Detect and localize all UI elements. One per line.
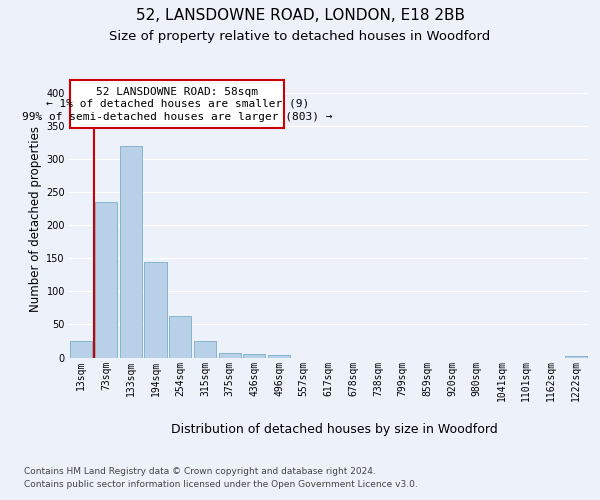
Text: ← 1% of detached houses are smaller (9): ← 1% of detached houses are smaller (9) — [46, 99, 309, 109]
Bar — [95, 202, 117, 358]
Bar — [194, 341, 216, 357]
Text: Contains HM Land Registry data © Crown copyright and database right 2024.: Contains HM Land Registry data © Crown c… — [24, 467, 376, 476]
Text: 52, LANSDOWNE ROAD, LONDON, E18 2BB: 52, LANSDOWNE ROAD, LONDON, E18 2BB — [136, 8, 464, 22]
Bar — [243, 354, 265, 358]
Bar — [169, 316, 191, 358]
Bar — [70, 341, 92, 357]
Text: Contains public sector information licensed under the Open Government Licence v3: Contains public sector information licen… — [24, 480, 418, 489]
Bar — [145, 262, 167, 358]
Bar — [565, 356, 587, 358]
Text: 52 LANSDOWNE ROAD: 58sqm: 52 LANSDOWNE ROAD: 58sqm — [96, 87, 258, 97]
Bar — [218, 353, 241, 358]
Bar — [268, 355, 290, 358]
Y-axis label: Number of detached properties: Number of detached properties — [29, 126, 42, 312]
FancyBboxPatch shape — [70, 80, 284, 128]
Text: 99% of semi-detached houses are larger (803) →: 99% of semi-detached houses are larger (… — [22, 112, 332, 122]
Text: Size of property relative to detached houses in Woodford: Size of property relative to detached ho… — [109, 30, 491, 43]
Bar — [119, 146, 142, 358]
Text: Distribution of detached houses by size in Woodford: Distribution of detached houses by size … — [171, 422, 497, 436]
